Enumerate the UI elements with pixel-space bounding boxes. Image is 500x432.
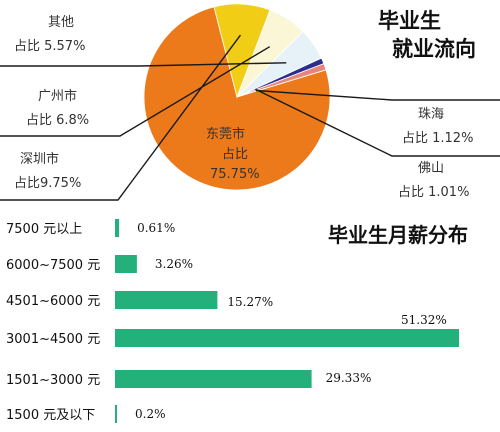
pie-label-dongguan-share: 占比 — [222, 147, 248, 162]
pie-label-foshan-name: 佛山 — [418, 161, 444, 176]
pie-label-dongguan-name: 东莞市 — [206, 126, 245, 142]
bar-category-label: 4501~6000 元 — [6, 294, 100, 309]
salary-bar — [115, 255, 137, 273]
pie-title-line1: 毕业生 — [378, 9, 441, 33]
pie-label-shenzhen-share: 占比9.75% — [14, 176, 81, 191]
leader-line-shenzhen — [0, 34, 242, 201]
pie-label-zhuhai-name: 珠海 — [418, 107, 444, 122]
pie-label-other-share: 占比 5.57% — [14, 39, 85, 54]
salary-bar — [115, 370, 312, 388]
pie-slice-zhuhai — [236, 63, 327, 98]
pie-label-dongguan-value: 75.75% — [210, 167, 260, 182]
salary-chart-title: 毕业生月薪分布 — [328, 223, 468, 247]
bar-category-label: 6000~7500 元 — [6, 258, 100, 273]
leader-line-foshan — [255, 88, 500, 157]
pie-label-foshan-share: 占比 1.01% — [398, 185, 469, 200]
bar-category-label: 7500 元以上 — [6, 222, 82, 237]
bar-value-label: 0.2% — [135, 407, 166, 421]
pie-label-other-name: 其他 — [48, 15, 74, 30]
pie-label-shenzhen-name: 深圳市 — [20, 151, 59, 167]
pie-label-guangzhou-name: 广州市 — [38, 88, 77, 104]
bar-category-label: 3001~4500 元 — [6, 332, 100, 347]
bar-value-label: 51.32% — [401, 313, 447, 327]
pie-label-guangzhou-share: 占比 6.8% — [26, 113, 89, 128]
bar-value-label: 3.26% — [155, 257, 193, 271]
leader-line-other — [0, 62, 287, 67]
bar-category-label: 1500 元及以下 — [6, 408, 95, 423]
salary-bar — [115, 219, 120, 237]
salary-bar — [115, 329, 459, 347]
bar-value-label: 15.27% — [227, 295, 273, 309]
pie-title-line2: 就业流向 — [392, 37, 476, 61]
salary-bar — [115, 291, 218, 309]
pie-label-zhuhai-share: 占比 1.12% — [402, 131, 473, 146]
pie-leader-lines — [0, 34, 500, 201]
salary-bar-chart: 7500 元以上 0.61% 6000~7500 元 3.26% 4501~6000 元… — [6, 219, 459, 423]
pie-slice-dongguan — [143, 6, 331, 191]
employment-pie-chart — [143, 3, 331, 191]
leader-line-guangzhou — [0, 46, 271, 137]
salary-bar — [115, 405, 117, 423]
bar-value-label: 29.33% — [326, 371, 372, 385]
bar-category-label: 1501~3000 元 — [6, 373, 100, 388]
bar-value-label: 0.61% — [137, 221, 175, 235]
leader-line-zhuhai — [255, 89, 500, 101]
